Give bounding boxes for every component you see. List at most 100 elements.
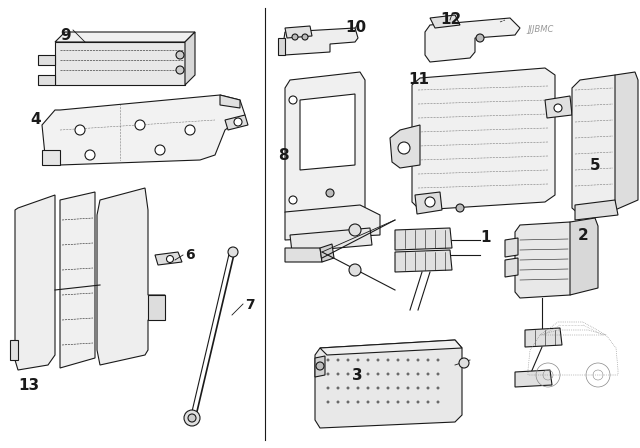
Polygon shape bbox=[515, 222, 575, 298]
Circle shape bbox=[176, 51, 184, 59]
Circle shape bbox=[436, 373, 439, 375]
Circle shape bbox=[347, 373, 349, 375]
Circle shape bbox=[456, 204, 464, 212]
Circle shape bbox=[228, 247, 238, 257]
Circle shape bbox=[155, 145, 165, 155]
Polygon shape bbox=[285, 26, 312, 38]
Text: 11: 11 bbox=[408, 72, 429, 87]
Circle shape bbox=[176, 66, 184, 74]
Circle shape bbox=[377, 359, 379, 361]
Circle shape bbox=[407, 373, 409, 375]
Polygon shape bbox=[285, 248, 322, 262]
Text: 7: 7 bbox=[245, 298, 255, 312]
Circle shape bbox=[367, 373, 369, 375]
Text: 1: 1 bbox=[480, 230, 490, 245]
Circle shape bbox=[292, 34, 298, 40]
Polygon shape bbox=[395, 250, 452, 272]
Polygon shape bbox=[515, 370, 552, 387]
Polygon shape bbox=[300, 94, 355, 170]
Circle shape bbox=[436, 359, 439, 361]
Circle shape bbox=[357, 401, 359, 403]
Text: 9: 9 bbox=[60, 28, 70, 43]
Circle shape bbox=[347, 401, 349, 403]
Circle shape bbox=[417, 359, 419, 361]
Polygon shape bbox=[42, 95, 245, 165]
Text: 12: 12 bbox=[440, 12, 461, 27]
Circle shape bbox=[337, 401, 339, 403]
Text: 6: 6 bbox=[185, 248, 195, 262]
Circle shape bbox=[289, 96, 297, 104]
Circle shape bbox=[326, 189, 334, 197]
Circle shape bbox=[316, 362, 324, 370]
Circle shape bbox=[427, 387, 429, 389]
Circle shape bbox=[425, 197, 435, 207]
Polygon shape bbox=[575, 200, 618, 220]
Polygon shape bbox=[430, 15, 460, 28]
Polygon shape bbox=[15, 195, 55, 370]
Polygon shape bbox=[315, 356, 325, 377]
Circle shape bbox=[85, 150, 95, 160]
Circle shape bbox=[327, 373, 329, 375]
Polygon shape bbox=[220, 95, 240, 108]
Circle shape bbox=[459, 358, 469, 368]
Circle shape bbox=[407, 401, 409, 403]
Circle shape bbox=[357, 359, 359, 361]
Circle shape bbox=[397, 401, 399, 403]
Circle shape bbox=[417, 373, 419, 375]
Circle shape bbox=[427, 359, 429, 361]
Polygon shape bbox=[285, 205, 380, 240]
Polygon shape bbox=[38, 55, 55, 65]
Polygon shape bbox=[320, 340, 462, 355]
Polygon shape bbox=[55, 42, 185, 85]
Circle shape bbox=[166, 255, 173, 263]
Circle shape bbox=[327, 387, 329, 389]
Circle shape bbox=[417, 401, 419, 403]
Circle shape bbox=[377, 401, 379, 403]
Circle shape bbox=[427, 373, 429, 375]
Circle shape bbox=[436, 401, 439, 403]
Circle shape bbox=[135, 120, 145, 130]
Circle shape bbox=[349, 264, 361, 276]
Text: 5: 5 bbox=[590, 158, 600, 173]
Polygon shape bbox=[425, 18, 520, 62]
Circle shape bbox=[554, 104, 562, 112]
Circle shape bbox=[417, 387, 419, 389]
Circle shape bbox=[367, 359, 369, 361]
Polygon shape bbox=[315, 340, 462, 428]
Polygon shape bbox=[225, 115, 248, 130]
Circle shape bbox=[436, 387, 439, 389]
Polygon shape bbox=[545, 96, 572, 118]
Circle shape bbox=[337, 387, 339, 389]
Polygon shape bbox=[97, 188, 165, 365]
Polygon shape bbox=[290, 228, 372, 252]
Circle shape bbox=[184, 410, 200, 426]
Polygon shape bbox=[38, 75, 55, 85]
Polygon shape bbox=[412, 68, 555, 210]
Circle shape bbox=[387, 359, 389, 361]
Circle shape bbox=[476, 34, 484, 42]
Text: 2: 2 bbox=[578, 228, 589, 243]
Text: 3: 3 bbox=[352, 368, 363, 383]
Polygon shape bbox=[505, 258, 518, 277]
Polygon shape bbox=[395, 228, 452, 250]
Circle shape bbox=[75, 125, 85, 135]
Circle shape bbox=[367, 387, 369, 389]
Circle shape bbox=[387, 373, 389, 375]
Polygon shape bbox=[155, 252, 182, 265]
Circle shape bbox=[357, 373, 359, 375]
Circle shape bbox=[407, 387, 409, 389]
Polygon shape bbox=[283, 28, 358, 55]
Circle shape bbox=[397, 387, 399, 389]
Text: 10: 10 bbox=[345, 20, 366, 35]
Circle shape bbox=[337, 373, 339, 375]
Text: JJJBMC: JJJBMC bbox=[527, 25, 554, 34]
Polygon shape bbox=[320, 244, 334, 262]
Polygon shape bbox=[148, 295, 165, 320]
Polygon shape bbox=[10, 340, 18, 360]
Circle shape bbox=[327, 401, 329, 403]
Polygon shape bbox=[60, 192, 95, 368]
Circle shape bbox=[337, 359, 339, 361]
Circle shape bbox=[427, 401, 429, 403]
Circle shape bbox=[185, 125, 195, 135]
Circle shape bbox=[188, 414, 196, 422]
